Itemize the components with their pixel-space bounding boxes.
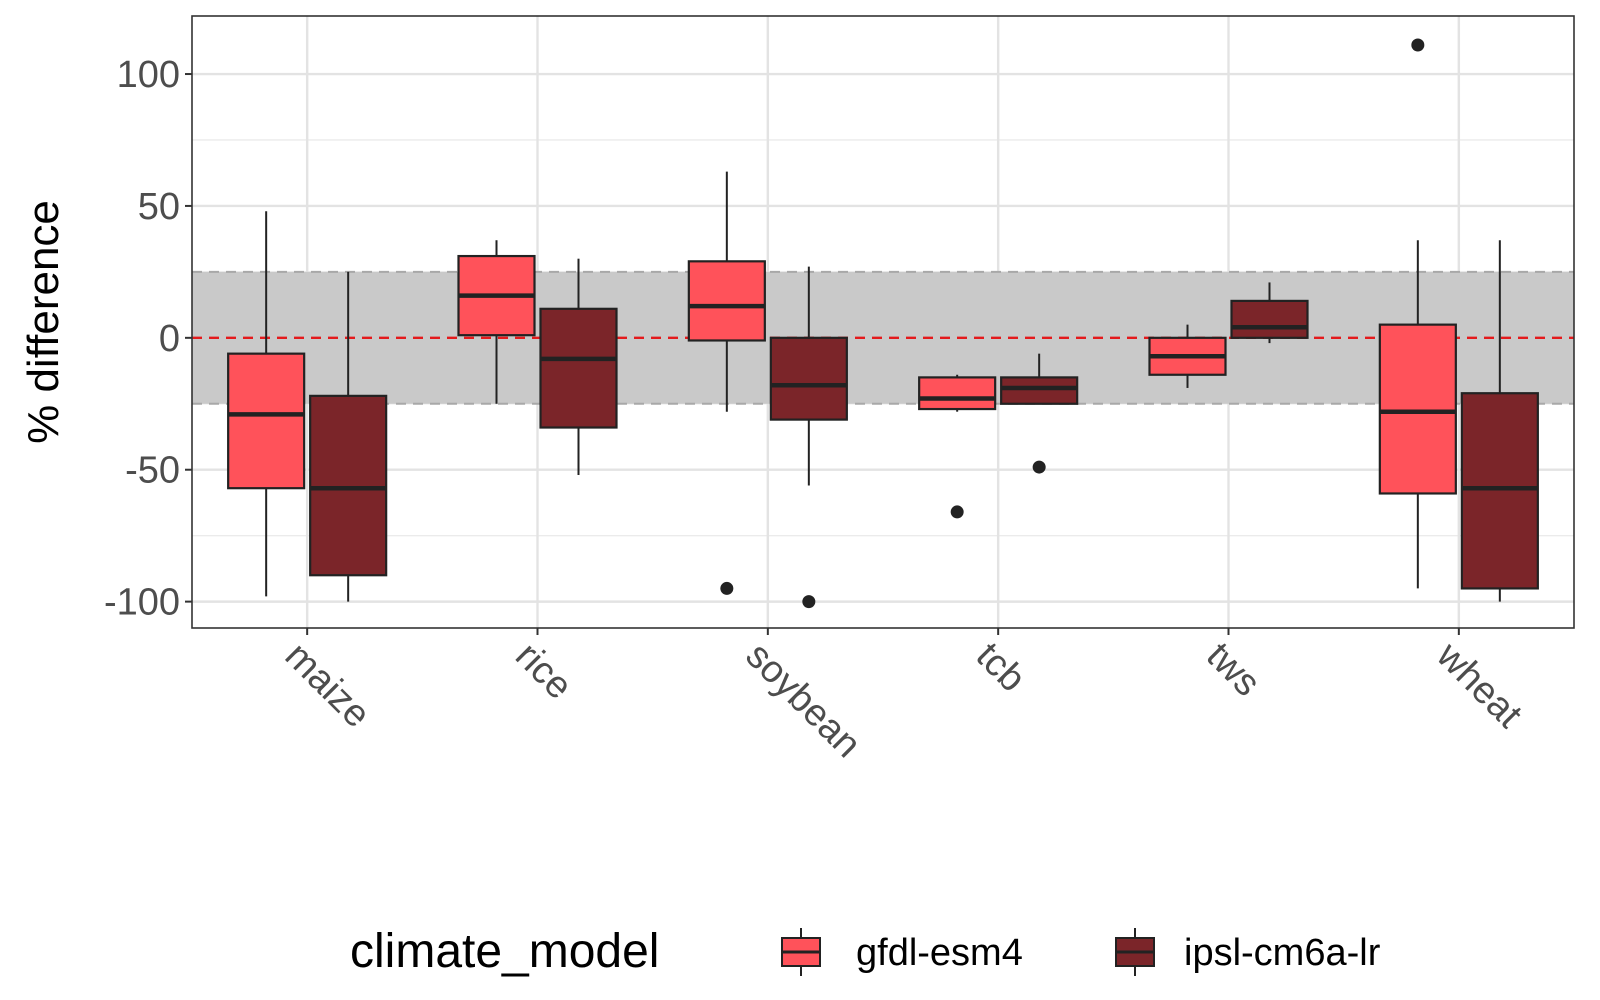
box-gfdl-esm4-wheat: [1378, 38, 1457, 589]
boxes: [227, 38, 1539, 609]
box-iqr: [1378, 323, 1457, 495]
outlier-point: [1032, 460, 1046, 474]
y-tick-label: 50: [138, 186, 180, 228]
box-gfdl-esm4-rice: [457, 240, 536, 404]
box-gfdl-esm4-maize: [227, 211, 306, 597]
box-gfdl-esm4-tcb: [918, 374, 997, 519]
x-tick-label: soybean: [737, 635, 868, 766]
y-axis: 100 50 0 -50 -100: [104, 54, 192, 624]
box-iqr: [687, 260, 766, 342]
outlier-point: [950, 505, 964, 519]
legend-key-ipsl-cm6a-lr: [1115, 928, 1155, 976]
outlier-point: [1411, 38, 1425, 52]
box-ipsl-cm6a-lr-wheat: [1460, 240, 1539, 602]
box-ipsl-cm6a-lr-maize: [309, 271, 388, 602]
y-tick-label: 100: [117, 54, 180, 96]
legend-label: ipsl-cm6a-lr: [1184, 932, 1381, 974]
box-iqr: [227, 352, 306, 490]
box-ipsl-cm6a-lr-rice: [539, 258, 618, 475]
y-axis-title: % difference: [19, 200, 68, 444]
box-iqr: [918, 376, 997, 411]
y-tick-label: 0: [159, 318, 180, 360]
x-tick-label: maize: [277, 635, 378, 736]
x-tick-label: wheat: [1428, 634, 1530, 736]
box-iqr: [309, 394, 388, 577]
x-tick-label: rice: [507, 635, 580, 708]
y-tick-label: -50: [125, 450, 180, 492]
box-gfdl-esm4-tws: [1148, 324, 1227, 388]
box-iqr: [1230, 299, 1309, 339]
box-iqr: [769, 336, 848, 421]
outlier-point: [802, 595, 816, 609]
box-ipsl-cm6a-lr-soybean: [769, 266, 848, 609]
box-gfdl-esm4-soybean: [687, 171, 766, 595]
x-axis: maize rice soybean tcb tws wheat: [277, 628, 1530, 766]
x-tick-label: tcb: [968, 635, 1034, 701]
legend-label: gfdl-esm4: [856, 932, 1023, 974]
box-iqr: [1460, 392, 1539, 590]
plot-border: [191, 15, 1575, 629]
box-iqr: [1000, 376, 1079, 405]
legend-key-gfdl-esm4: [781, 928, 821, 976]
legend: climate_model gfdl-esm4 ipsl-cm6a-lr: [350, 925, 1381, 978]
tolerance-band-group: [192, 270, 1574, 405]
box-iqr: [539, 307, 618, 429]
x-tick-label: tws: [1198, 635, 1268, 705]
box-ipsl-cm6a-lr-tcb: [1000, 353, 1079, 474]
legend-title: climate_model: [350, 925, 659, 978]
box-ipsl-cm6a-lr-tws: [1230, 282, 1309, 344]
y-tick-label: -100: [104, 582, 180, 624]
outlier-point: [720, 581, 734, 595]
